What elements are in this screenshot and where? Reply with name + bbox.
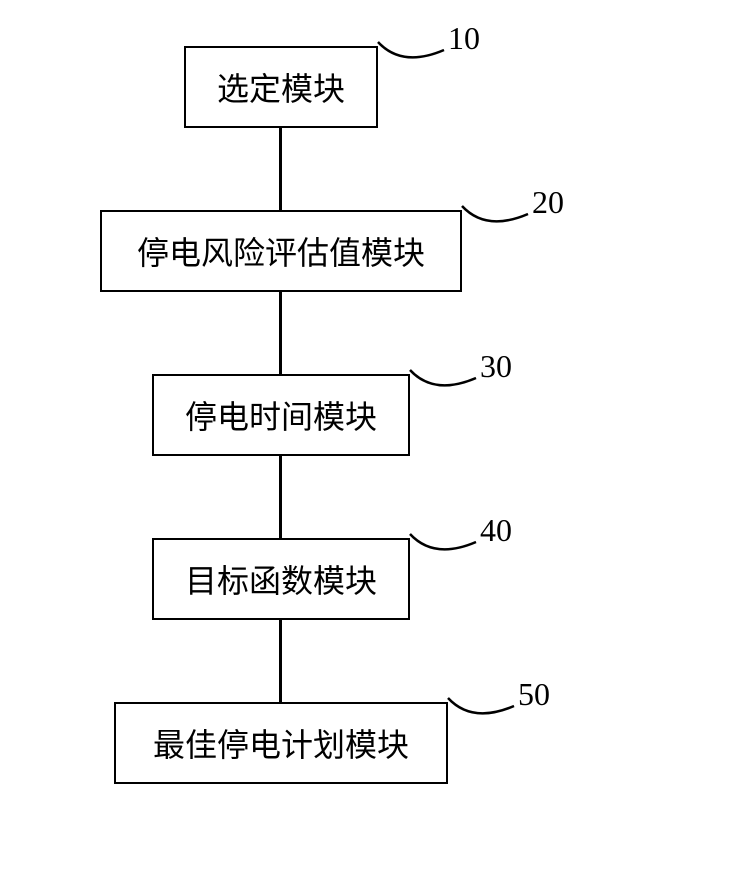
flowchart-connector: [279, 128, 282, 210]
node-label: 目标函数模块: [185, 556, 377, 602]
reference-arc: [442, 686, 522, 736]
reference-arc: [404, 522, 484, 572]
reference-arc: [404, 358, 484, 408]
flowchart-connector: [279, 456, 282, 538]
flowchart-node: 目标函数模块: [152, 538, 410, 620]
node-label: 停电时间模块: [185, 392, 377, 438]
reference-number: 10: [448, 20, 480, 57]
reference-number: 50: [518, 676, 550, 713]
reference-number: 30: [480, 348, 512, 385]
node-label: 停电风险评估值模块: [137, 228, 425, 274]
node-label: 选定模块: [217, 64, 345, 110]
reference-arc: [372, 30, 452, 80]
reference-arc: [456, 194, 536, 244]
flowchart-connector: [279, 292, 282, 374]
flowchart-connector: [279, 620, 282, 702]
flowchart-node: 选定模块: [184, 46, 378, 128]
flowchart-node: 停电风险评估值模块: [100, 210, 462, 292]
reference-number: 20: [532, 184, 564, 221]
reference-number: 40: [480, 512, 512, 549]
node-label: 最佳停电计划模块: [153, 720, 409, 766]
flowchart-node: 停电时间模块: [152, 374, 410, 456]
flowchart-node: 最佳停电计划模块: [114, 702, 448, 784]
flowchart-diagram: 选定模块 停电风险评估值模块 停电时间模块 目标函数模块 最佳停电计划模块 10…: [0, 0, 738, 891]
